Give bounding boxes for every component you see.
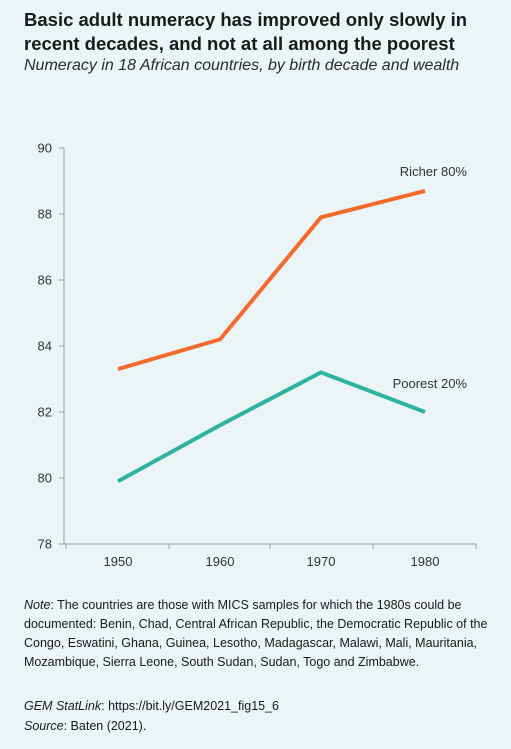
y-tick-label: 90	[38, 141, 52, 156]
note: Note: The countries are those with MICS …	[24, 596, 494, 672]
y-axis: 78 80 82 84 86 88 90	[38, 141, 65, 552]
y-tick-label: 80	[38, 471, 52, 486]
statlink-label: GEM StatLink	[24, 699, 102, 713]
chart-subtitle: Numeracy in 18 African countries, by bir…	[24, 57, 460, 74]
x-tick-label: 1950	[104, 554, 133, 569]
x-tick-label: 1960	[206, 554, 235, 569]
series-label: Poorest 20%	[393, 376, 468, 391]
y-tick-label: 84	[38, 339, 52, 354]
y-tick-label: 82	[38, 405, 52, 420]
note-label: Note	[24, 598, 51, 612]
statlink-text: : https://bit.ly/GEM2021_fig15_6	[101, 699, 280, 713]
y-tick-label: 86	[38, 273, 52, 288]
x-axis: 1950 1960 1970 1980	[64, 543, 477, 569]
series-line	[117, 188, 426, 372]
series-layer: Richer 80% Poorest 20%	[117, 164, 468, 484]
series-label: Richer 80%	[400, 164, 468, 179]
source: Source: Baten (2021).	[24, 717, 146, 736]
x-tick-label: 1980	[411, 554, 440, 569]
chart-title: Basic adult numeracy has improved only s…	[24, 9, 468, 54]
y-tick-label: 78	[38, 537, 52, 552]
note-text: : The countries are those with MICS samp…	[24, 598, 488, 669]
series-line	[117, 370, 426, 484]
source-label: Source	[24, 719, 64, 733]
y-tick-label: 88	[38, 207, 52, 222]
line-chart: 78 80 82 84 86 88 90 1950 1960 1970 1980 Richer 8…	[38, 141, 477, 569]
statlink: GEM StatLink: https://bit.ly/GEM2021_fig…	[24, 697, 279, 716]
x-tick-label: 1970	[307, 554, 336, 569]
source-text: : Baten (2021).	[63, 719, 147, 733]
